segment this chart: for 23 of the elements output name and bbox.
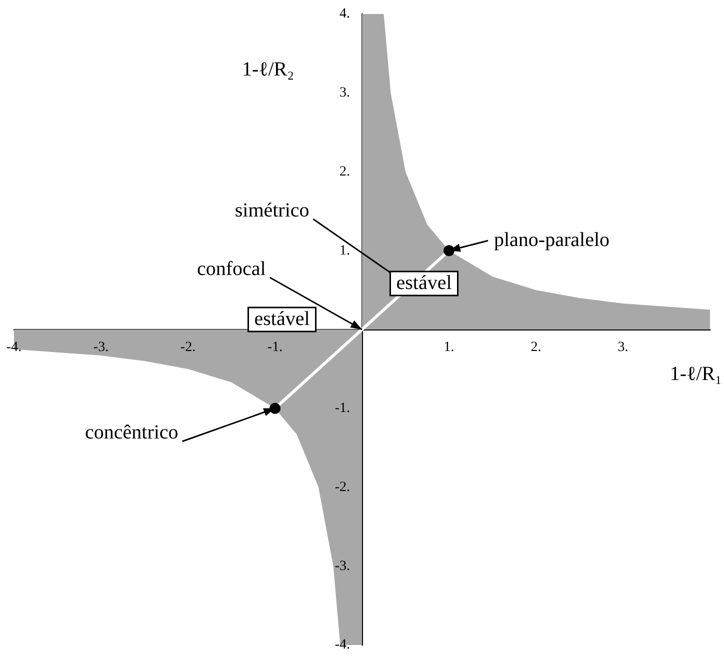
x-tick-label: 3.	[618, 340, 628, 356]
annotation: estável	[396, 272, 452, 294]
y-tick-label: -1.	[334, 401, 350, 416]
annotation: simétrico	[234, 199, 310, 222]
y-tick-label: 3.	[340, 86, 350, 101]
annotation: confocal	[197, 258, 266, 280]
y-axis-title: 1-ℓ/R₂	[242, 58, 294, 80]
y-tick-label: -4.	[334, 638, 350, 653]
y-tick-label: 1.	[340, 243, 350, 258]
annotation: estável	[254, 308, 310, 330]
y-tick-label: 4.	[340, 6, 350, 22]
annotation: plano-paralelo	[494, 228, 610, 251]
annotation: concêntrico	[85, 422, 178, 444]
x-tick-label: -1.	[267, 340, 283, 356]
y-tick-label: 2.	[340, 164, 350, 180]
x-tick-label: -3.	[93, 340, 109, 356]
x-tick-label: -4.	[6, 340, 22, 356]
x-tick-label: 1.	[444, 340, 454, 356]
x-tick-label: 2.	[530, 340, 542, 356]
x-tick-label: -2.	[180, 340, 196, 356]
y-tick-label: -3.	[334, 558, 350, 574]
x-axis-title: 1-ℓ/R₁	[670, 362, 722, 385]
y-tick-label: -2.	[334, 480, 350, 495]
